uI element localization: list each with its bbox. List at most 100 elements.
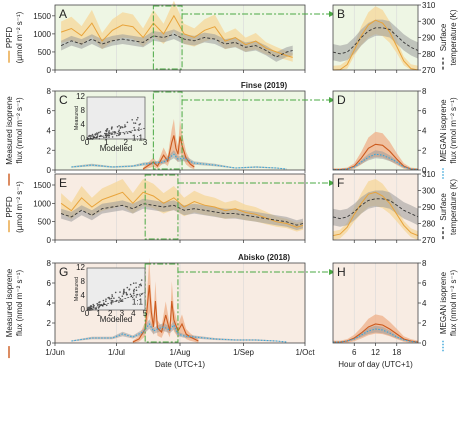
ppfd-ylabel-E-line1: PPFD <box>5 196 14 218</box>
temp-band-F <box>333 190 418 227</box>
inset-ytick-G-1: 4 <box>81 291 86 300</box>
inset-point-C-89 <box>116 126 119 128</box>
iso-ylabel-C-line1: Measured isoprene <box>5 96 14 165</box>
inset-point-C-35 <box>123 132 126 135</box>
ppfd-ylabel-E: PPFD (µmol m⁻² s⁻¹) <box>5 181 24 233</box>
inset-point-C-108 <box>129 131 132 133</box>
ppfd-tick-label-A-3: 1500 <box>33 12 51 21</box>
iso-tick-label-D-3: 6 <box>422 107 427 116</box>
inset-point-C-102 <box>138 124 140 126</box>
iso-tick-label-D-4: 8 <box>422 87 427 96</box>
inset-point-G-56 <box>119 298 122 300</box>
inset-xtick-G-4: 4 <box>131 309 136 318</box>
date-tick-label-2: 1/Aug <box>170 348 191 357</box>
ppfd-tick-label-A-0: 0 <box>47 66 52 75</box>
inset-point-C-66 <box>116 134 118 137</box>
inset-xtick-C-0: 0 <box>85 138 90 147</box>
temp-tick-label-B-3: 300 <box>422 17 436 26</box>
inset-point-G-66 <box>105 300 107 303</box>
inset-point-C-78 <box>105 133 107 136</box>
inset-point-C-101 <box>98 138 101 140</box>
inset-point-C-70 <box>105 130 108 133</box>
inset-xtick-G-0: 0 <box>85 309 90 318</box>
inset-ref-line-C <box>86 128 146 140</box>
inset-point-C-81 <box>89 134 92 137</box>
site-title-finse: Finse (2019) <box>241 81 288 90</box>
iso-tick-label-C-2: 4 <box>47 127 52 136</box>
inset-point-C-90 <box>105 136 107 139</box>
iso-ylabel-C: Measured isoprene flux (nmol m⁻² s⁻¹) <box>5 96 24 186</box>
inset-point-G-54 <box>123 290 125 293</box>
isoprene-band-C <box>143 118 195 170</box>
inset-frame-G <box>86 267 146 311</box>
megan-line-H <box>333 328 419 343</box>
inset-point-G-78 <box>99 301 101 303</box>
temp-band-E <box>61 198 303 231</box>
ppfd-tick-label-A-1: 500 <box>38 48 52 57</box>
inset-point-G-100 <box>108 297 111 300</box>
iso-tick-label-H-2: 4 <box>422 299 427 308</box>
temp-tick-label-F-4: 310 <box>422 170 436 179</box>
iso-tick-label-C-0: 0 <box>47 166 52 175</box>
inset-point-G-71 <box>97 307 100 309</box>
inset-point-C-71 <box>99 131 102 133</box>
ppfd-line-B <box>332 19 419 71</box>
ppfd-tick-label-E-2: 1000 <box>33 199 51 208</box>
inset-point-G-52 <box>135 296 138 298</box>
inset-point-G-86 <box>95 307 97 310</box>
inset-xtick-G-3: 3 <box>120 309 125 318</box>
inset-point-G-91 <box>90 305 92 307</box>
inset-point-C-64 <box>126 132 129 134</box>
inset-point-G-88 <box>140 293 143 296</box>
inset-point-C-16 <box>91 133 94 136</box>
inset-point-G-24 <box>118 301 120 303</box>
temp-tick-label-B-0: 270 <box>422 66 436 75</box>
inset-point-G-17 <box>113 297 115 300</box>
inset-xtick-C-1: 1 <box>104 138 109 147</box>
zoom-box-C <box>152 91 183 170</box>
zoom-arrowhead-C <box>329 97 335 103</box>
inset-point-G-106 <box>86 308 89 310</box>
inset-point-C-87 <box>126 121 129 124</box>
megan-ylabel-H-line1: MEGAN isoprene <box>439 271 448 334</box>
inset-point-G-64 <box>110 303 113 305</box>
hour-tick-label-2: 18 <box>392 348 401 357</box>
temp-ylabel-B-line2: temperature (K) <box>449 9 458 65</box>
inset-point-G-83 <box>129 293 132 296</box>
ppfd-line-F <box>332 191 419 237</box>
temp-tick-label-F-2: 290 <box>422 203 436 212</box>
inset-ylabel-C: Measured <box>74 106 80 130</box>
inset-ytick-C-1: 4 <box>81 120 86 129</box>
hour-tick-label-0: 6 <box>352 348 357 357</box>
temp-tick-label-B-4: 310 <box>422 1 436 10</box>
iso-tick-label-C-3: 6 <box>47 107 52 116</box>
isoprene-line-D <box>333 143 419 171</box>
temp-tick-label-F-3: 300 <box>422 187 436 196</box>
date-tick-label-0: 1/Jun <box>45 348 65 357</box>
inset-point-G-45 <box>96 302 98 305</box>
temp-ylabel-F: Surface temperature (K) <box>439 179 458 240</box>
inset-point-C-39 <box>123 126 126 128</box>
inset-point-G-94 <box>121 295 124 298</box>
panel-letter-E: E <box>59 176 67 190</box>
panel-letter-A: A <box>59 7 67 21</box>
temp-tick-label-F-1: 280 <box>422 220 436 229</box>
inset-point-C-40 <box>111 136 114 138</box>
temp-tick-label-F-0: 270 <box>422 236 436 245</box>
inset-xtick-G-5: 5 <box>143 309 148 318</box>
iso-tick-label-H-3: 6 <box>422 279 427 288</box>
inset-point-G-31 <box>119 291 121 293</box>
inset-point-G-44 <box>128 289 130 291</box>
ppfd-band-B <box>333 6 418 70</box>
inset-point-C-106 <box>98 131 100 134</box>
inset-point-G-5 <box>126 286 129 289</box>
temp-tick-label-B-2: 290 <box>422 34 436 43</box>
inset-point-G-95 <box>89 309 91 311</box>
temp-line-F <box>332 198 419 220</box>
panel-letter-C: C <box>59 93 68 107</box>
ppfd-tick-label-E-3: 1500 <box>33 181 51 190</box>
inset-point-G-53 <box>122 293 125 295</box>
iso-ylabel-G-line1: Measured isoprene <box>5 268 14 337</box>
temp-line-E <box>60 203 304 226</box>
